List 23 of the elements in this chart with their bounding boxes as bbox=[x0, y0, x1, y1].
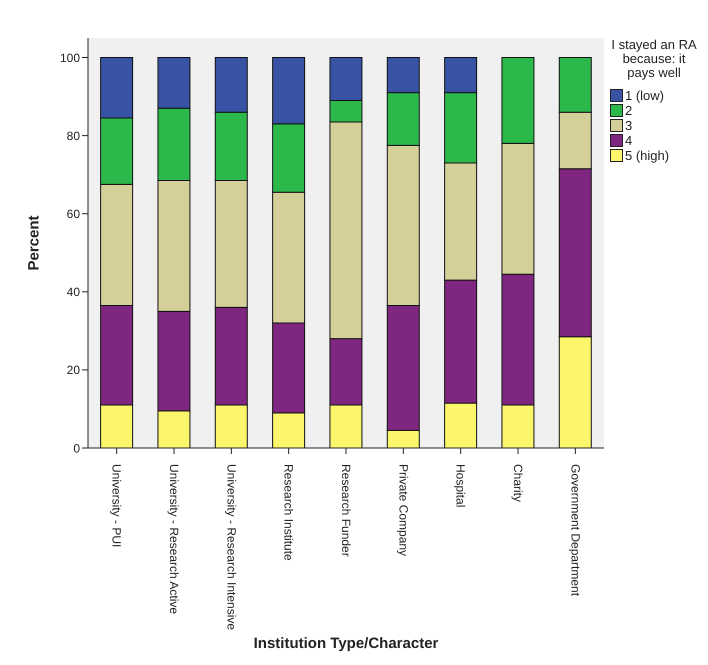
y-tick-label: 20 bbox=[66, 363, 80, 378]
x-tick-label: University - PUI bbox=[110, 464, 124, 548]
x-tick-label: Charity bbox=[511, 464, 525, 502]
legend-label: 4 bbox=[625, 133, 632, 148]
y-tick-label: 80 bbox=[66, 128, 80, 143]
legend-label: 1 (low) bbox=[625, 88, 664, 103]
y-axis-title: Percent bbox=[25, 215, 42, 271]
y-tick-label: 100 bbox=[60, 50, 80, 65]
x-tick-label: Research Institute bbox=[282, 464, 296, 562]
legend-label: 3 bbox=[625, 118, 632, 133]
y-tick-label: 0 bbox=[73, 441, 80, 456]
x-tick-label: Government Department bbox=[568, 464, 582, 597]
x-tick-label: University - Research Active bbox=[167, 464, 181, 614]
y-tick-label: 40 bbox=[66, 285, 80, 300]
legend-label: 5 (high) bbox=[625, 148, 670, 163]
x-tick-label: Research Funder bbox=[339, 464, 353, 557]
x-tick-label: Hospital bbox=[454, 464, 468, 508]
legend-label: 2 bbox=[625, 103, 632, 118]
x-tick-label: Private Company bbox=[396, 464, 410, 556]
x-axis-title: Institution Type/Character bbox=[254, 635, 439, 652]
legend-title: I stayed an RA because: it pays well bbox=[610, 37, 698, 80]
x-tick-label: University - Research Intensive bbox=[224, 464, 238, 630]
y-tick-label: 60 bbox=[66, 206, 80, 221]
